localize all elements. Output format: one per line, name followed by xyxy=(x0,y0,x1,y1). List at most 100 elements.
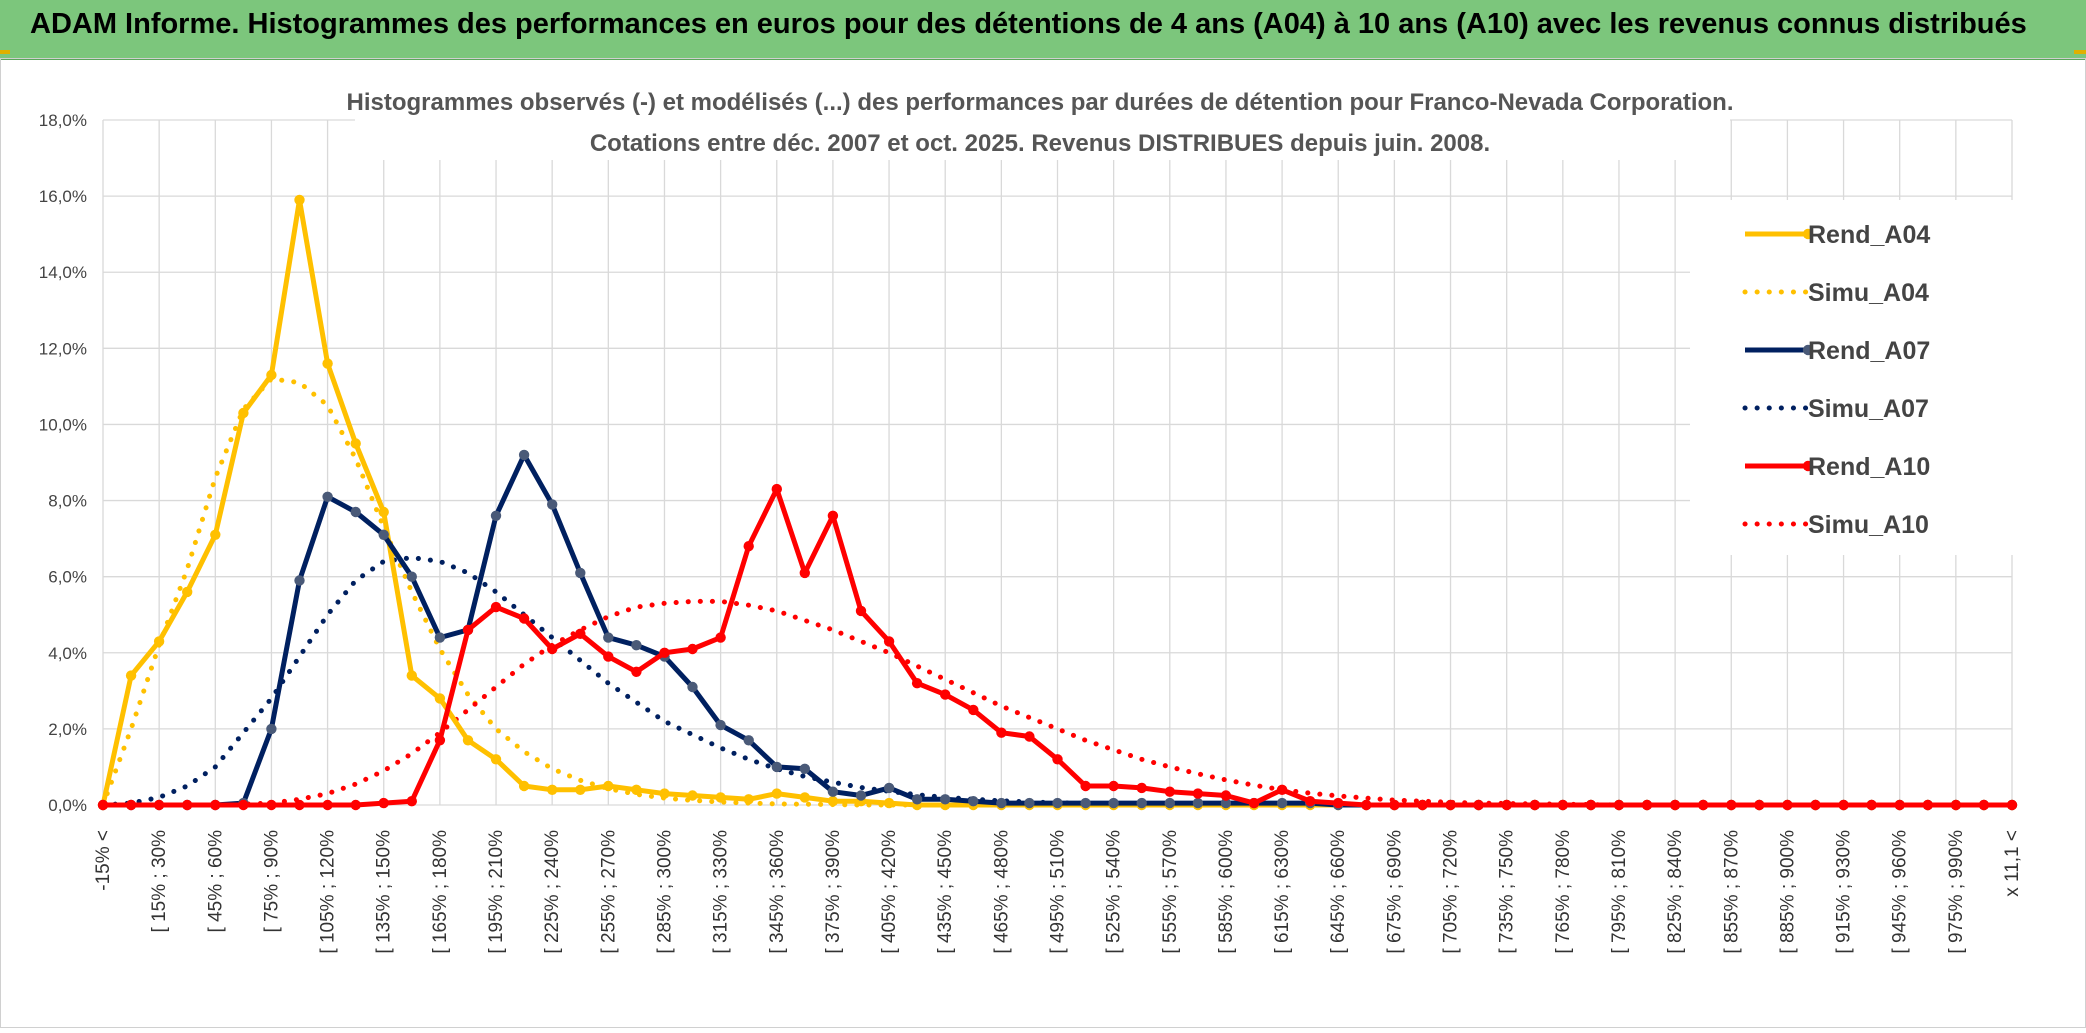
series-point-rend-a10 xyxy=(406,796,417,807)
series-point-rend-a04 xyxy=(322,358,333,369)
series-point-rend-a04 xyxy=(827,796,839,807)
series-point-rend-a07 xyxy=(911,794,923,805)
series-point-rend-a10 xyxy=(1361,799,1372,811)
series-point-rend-a10 xyxy=(631,666,642,677)
x-tick-label: [ 45% ; 60% xyxy=(205,830,226,933)
series-point-rend-a04 xyxy=(153,636,165,647)
x-tick-label: x 11,1 < xyxy=(2002,830,2023,897)
series-point-rend-a10 xyxy=(1838,799,1849,811)
x-tick-label: [ 495% ; 510% xyxy=(1048,830,1069,954)
legend-background xyxy=(1690,200,2020,555)
x-tick-label: [ 405% ; 420% xyxy=(879,830,900,954)
legend-label-simu-a04: Simu_A04 xyxy=(1808,279,1929,307)
series-point-rend-a04 xyxy=(434,693,446,704)
series-point-rend-a10 xyxy=(2006,799,2018,811)
series-point-rend-a04 xyxy=(406,670,417,681)
legend-marker-rend-a07 xyxy=(1802,344,1814,356)
series-point-rend-a10 xyxy=(1248,797,1260,809)
legend-label-rend-a10: Rend_A10 xyxy=(1808,453,1930,481)
series-point-rend-a10 xyxy=(1754,799,1765,811)
series-point-rend-a07 xyxy=(996,797,1007,809)
series-point-rend-a10 xyxy=(883,636,895,647)
series-point-rend-a07 xyxy=(968,796,979,807)
series-point-rend-a04 xyxy=(771,788,782,799)
series-point-rend-a04 xyxy=(659,788,670,799)
series-point-rend-a04 xyxy=(182,586,193,598)
series-point-rend-a07 xyxy=(575,567,586,579)
series-point-rend-a10 xyxy=(294,799,305,811)
series-point-rend-a10 xyxy=(518,613,530,624)
series-point-rend-a10 xyxy=(1417,799,1428,811)
series-point-rend-a10 xyxy=(687,643,698,655)
series-point-rend-a10 xyxy=(1333,797,1344,809)
series-point-rend-a07 xyxy=(490,510,502,521)
series-point-rend-a07 xyxy=(855,790,867,801)
corner-accent-right xyxy=(2074,50,2086,54)
series-point-rend-a10 xyxy=(490,601,502,613)
series-point-rend-a07 xyxy=(434,632,446,643)
y-tick-label: 2,0% xyxy=(48,720,87,739)
x-tick-label: [ 345% ; 360% xyxy=(767,830,788,954)
series-point-rend-a07 xyxy=(1080,797,1091,809)
series-point-rend-a04 xyxy=(490,754,502,765)
series-point-rend-a04 xyxy=(378,506,389,518)
series-point-rend-a10 xyxy=(1810,799,1821,811)
series-point-rend-a04 xyxy=(687,790,698,801)
x-tick-label: [ 525% ; 540% xyxy=(1104,830,1125,954)
x-tick-label: -15% < xyxy=(93,830,114,891)
y-tick-label: 0,0% xyxy=(48,796,87,815)
series-point-rend-a10 xyxy=(1080,780,1091,792)
series-point-rend-a10 xyxy=(911,678,923,689)
series-point-rend-a10 xyxy=(125,799,137,811)
series-point-rend-a07 xyxy=(322,491,333,502)
legend-marker-rend-a04 xyxy=(1802,228,1814,240)
series-point-rend-a10 xyxy=(855,605,867,617)
series-point-rend-a10 xyxy=(1052,754,1063,765)
series-point-rend-a07 xyxy=(883,782,895,794)
series-point-rend-a07 xyxy=(378,529,389,540)
series-point-rend-a07 xyxy=(687,681,698,693)
x-tick-label: [ 645% ; 660% xyxy=(1328,830,1349,954)
series-point-rend-a04 xyxy=(603,780,614,792)
series-point-rend-a07 xyxy=(1136,797,1147,809)
series-point-rend-a10 xyxy=(182,799,193,811)
series-point-rend-a10 xyxy=(1698,799,1709,811)
x-tick-label: [ 915% ; 930% xyxy=(1834,830,1855,954)
series-point-rend-a10 xyxy=(153,799,165,811)
series-point-rend-a10 xyxy=(1641,799,1653,811)
x-tick-label: [ 75% ; 90% xyxy=(261,830,282,933)
x-tick-label: [ 465% ; 480% xyxy=(991,830,1012,954)
series-point-rend-a10 xyxy=(266,799,277,811)
chart-title-background xyxy=(355,80,1730,160)
x-tick-label: [ 585% ; 600% xyxy=(1216,830,1237,954)
series-point-rend-a10 xyxy=(1389,799,1400,811)
x-tick-label: [ 255% ; 270% xyxy=(598,830,619,954)
series-point-rend-a07 xyxy=(1108,797,1119,809)
y-tick-label: 14,0% xyxy=(39,263,87,282)
series-point-rend-a07 xyxy=(518,449,530,461)
series-point-rend-a10 xyxy=(996,727,1007,738)
series-point-rend-a04 xyxy=(631,784,642,795)
series-point-rend-a10 xyxy=(1305,796,1316,807)
series-point-rend-a10 xyxy=(1585,799,1597,811)
series-point-rend-a10 xyxy=(1557,799,1569,811)
series-point-rend-a04 xyxy=(238,407,249,419)
series-point-rend-a10 xyxy=(322,799,333,811)
legend-label-simu-a07: Simu_A07 xyxy=(1808,395,1929,423)
x-tick-label: [ 15% ; 30% xyxy=(149,830,170,933)
series-point-rend-a10 xyxy=(462,624,474,636)
series-point-rend-a10 xyxy=(940,689,951,700)
series-point-rend-a07 xyxy=(1220,797,1232,809)
chart-title-line2: Cotations entre déc. 2007 et oct. 2025. … xyxy=(590,130,1490,157)
series-point-rend-a07 xyxy=(799,763,810,774)
y-tick-label: 8,0% xyxy=(48,492,87,511)
series-point-rend-a10 xyxy=(547,643,558,655)
series-point-rend-a04 xyxy=(743,794,754,805)
series-point-rend-a10 xyxy=(575,628,586,639)
series-point-rend-a07 xyxy=(294,575,305,586)
legend-marker-rend-a10 xyxy=(1802,460,1814,472)
x-tick-label: [ 165% ; 180% xyxy=(430,830,451,954)
page-title: ADAM Informe. Histogrammes des performan… xyxy=(30,8,2027,40)
series-point-rend-a04 xyxy=(518,780,530,792)
x-tick-label: [ 375% ; 390% xyxy=(823,830,844,954)
